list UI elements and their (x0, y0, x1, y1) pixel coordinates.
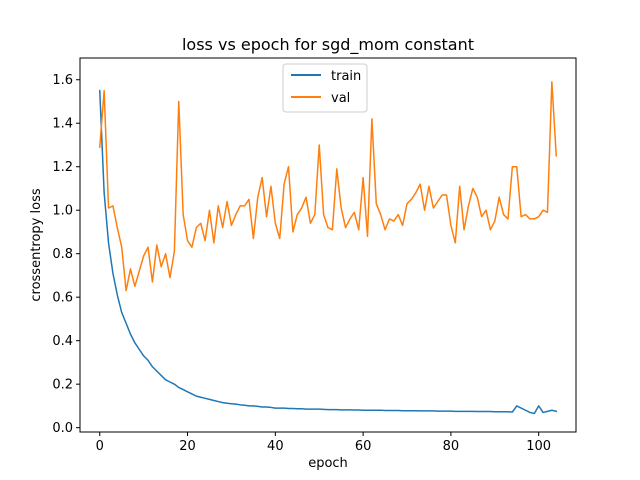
x-tick-label: 100 (526, 439, 551, 454)
legend-train-label: train (331, 69, 361, 84)
y-tick-label: 1.2 (52, 160, 73, 175)
x-axis-label: epoch (308, 456, 348, 471)
series-layer (98, 81, 558, 415)
x-tick-label: 0 (96, 439, 104, 454)
legend: train val (282, 63, 368, 113)
y-tick-label: 0.8 (52, 247, 73, 262)
series-line-train (98, 89, 558, 415)
y-tick-label: 0.4 (52, 334, 73, 349)
x-tick-label: 80 (443, 439, 460, 454)
axes-frame (79, 57, 577, 433)
y-tick-label: 1.6 (52, 73, 73, 88)
series-line-val (98, 81, 558, 292)
x-tick-label: 60 (355, 439, 372, 454)
y-tick-label: 1.0 (52, 204, 73, 219)
y-tick-label: 0.2 (52, 378, 73, 393)
legend-val-label: val (331, 91, 350, 106)
y-tick-label: 0.0 (52, 421, 73, 436)
y-axis-label: crossentropy loss (29, 188, 44, 301)
y-tick-label: 1.4 (52, 117, 73, 132)
x-tick-label: 40 (267, 439, 284, 454)
x-axis: 0 20 40 60 80 100 (96, 432, 551, 454)
chart-title: loss vs epoch for sgd_mom constant (182, 35, 474, 55)
y-tick-label: 0.6 (52, 291, 73, 306)
y-axis: 0.0 0.2 0.4 0.6 0.8 1.0 1.2 1.4 1.6 (52, 73, 80, 436)
x-tick-label: 20 (179, 439, 196, 454)
